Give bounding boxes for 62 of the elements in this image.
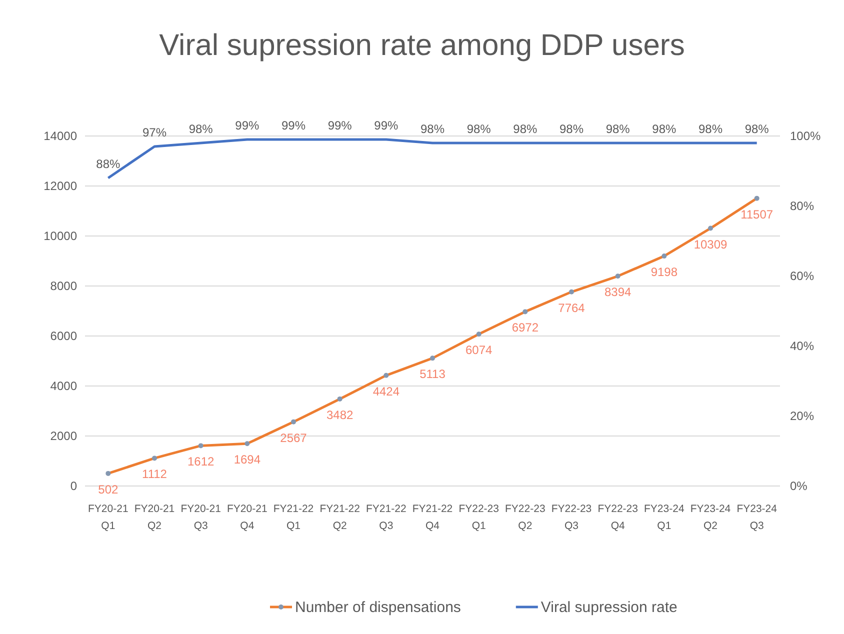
chart-title: Viral supression rate among DDP users: [159, 29, 685, 62]
data-label: 7764: [558, 300, 586, 315]
data-label: 98%: [466, 122, 492, 136]
y-tick-label: 4000: [50, 379, 78, 393]
y-tick-label: 0: [70, 479, 78, 493]
data-label: 99%: [235, 118, 260, 132]
y-tick-label: 8000: [50, 279, 78, 293]
y-tick-label: 14000: [44, 129, 78, 143]
y-tick-label: 6000: [50, 329, 78, 343]
x-tick-label: FY22-23 Q2: [505, 503, 546, 532]
data-label: 98%: [744, 122, 770, 136]
x-tick-label: FY20-21 Q2: [134, 503, 175, 532]
y2-tick-label: 40%: [790, 339, 814, 353]
x-tick-label: FY21-22 Q1: [273, 503, 314, 532]
y2-tick-label: 80%: [790, 199, 814, 213]
data-label: 3482: [326, 408, 354, 422]
x-tick-label: FY21-22 Q3: [366, 503, 406, 532]
data-label: 1694: [234, 452, 261, 467]
data-label: 97%: [142, 126, 167, 140]
data-label: 98%: [559, 122, 584, 136]
data-label: 99%: [374, 118, 398, 132]
data-label: 10309: [694, 237, 728, 252]
data-label: 5113: [420, 367, 446, 382]
data-label: 1612: [187, 454, 215, 469]
y2-tick-label: 60%: [790, 269, 814, 283]
data-label: 98%: [606, 122, 630, 136]
y2-tick-label: 100%: [790, 129, 822, 143]
data-label: 98%: [513, 122, 538, 136]
y2-tick-label: 20%: [790, 409, 814, 423]
x-tick-label: FY20-21 Q1: [88, 503, 128, 532]
y2-tick-label: 0%: [790, 479, 808, 493]
data-label: 502: [98, 482, 118, 496]
data-label: 11507: [740, 207, 774, 222]
data-label: 88%: [96, 157, 120, 171]
x-tick-label: FY22-23 Q4: [598, 503, 638, 532]
x-tick-label: FY22-23 Q3: [551, 503, 592, 532]
y-tick-label: 12000: [44, 179, 78, 193]
x-tick-label: FY23-24 Q1: [644, 503, 684, 532]
data-label: 98%: [420, 122, 445, 136]
data-label: 8394: [604, 285, 632, 300]
x-tick-label: FY23-24 Q3: [736, 503, 778, 532]
x-tick-label: FY23-24 Q2: [690, 503, 731, 532]
data-label: 98%: [698, 122, 723, 136]
data-label: 99%: [281, 118, 306, 132]
x-tick-label: FY20-21 Q4: [227, 503, 268, 532]
data-label: 9198: [650, 265, 678, 280]
y-tick-label: 10000: [44, 229, 78, 243]
data-label: 99%: [328, 118, 352, 132]
data-label: 1112: [142, 467, 168, 482]
legend-label: Viral supression rate: [540, 599, 678, 616]
data-label: 98%: [188, 122, 214, 136]
data-label: 4424: [372, 384, 400, 398]
x-tick-label: FY22-23 Q1: [458, 503, 500, 532]
x-tick-label: FY20-21 Q3: [180, 503, 222, 532]
legend-label: Number of dispensations: [295, 599, 461, 616]
x-tick-label: FY21-22 Q4: [412, 503, 453, 532]
y-tick-label: 2000: [50, 429, 78, 443]
data-label: 6074: [465, 343, 493, 358]
data-label: 98%: [652, 122, 676, 136]
x-tick-label: FY21-22 Q2: [320, 503, 360, 532]
data-label: 2567: [280, 430, 308, 445]
data-label: 6972: [512, 320, 539, 335]
